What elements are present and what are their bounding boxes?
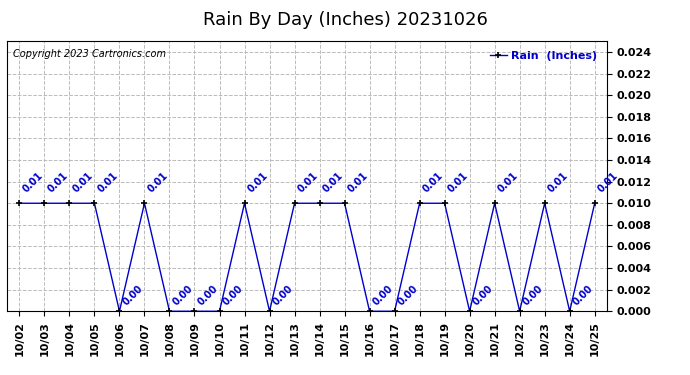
Rain  (Inches) [266, 309, 274, 314]
Legend: Rain  (Inches): Rain (Inches) [486, 47, 602, 66]
Text: 0.01: 0.01 [146, 170, 170, 194]
Rain  (Inches) [140, 201, 148, 206]
Text: 0.00: 0.00 [196, 283, 220, 307]
Text: 0.00: 0.00 [396, 283, 420, 307]
Rain  (Inches) [115, 309, 124, 314]
Text: 0.01: 0.01 [21, 170, 45, 194]
Text: 0.00: 0.00 [270, 283, 295, 307]
Text: Rain By Day (Inches) 20231026: Rain By Day (Inches) 20231026 [203, 11, 487, 29]
Text: 0.00: 0.00 [221, 283, 245, 307]
Rain  (Inches) [190, 309, 199, 314]
Text: 0.01: 0.01 [246, 170, 270, 194]
Rain  (Inches) [340, 201, 348, 206]
Text: 0.00: 0.00 [471, 283, 495, 307]
Rain  (Inches) [315, 201, 324, 206]
Rain  (Inches) [391, 309, 399, 314]
Rain  (Inches) [466, 309, 474, 314]
Rain  (Inches) [566, 309, 574, 314]
Rain  (Inches) [66, 201, 74, 206]
Text: 0.01: 0.01 [46, 170, 70, 194]
Text: 0.01: 0.01 [596, 170, 620, 194]
Rain  (Inches) [415, 201, 424, 206]
Text: 0.01: 0.01 [296, 170, 320, 194]
Text: 0.01: 0.01 [496, 170, 520, 194]
Text: 0.00: 0.00 [521, 283, 545, 307]
Text: Copyright 2023 Cartronics.com: Copyright 2023 Cartronics.com [13, 50, 166, 59]
Rain  (Inches) [366, 309, 374, 314]
Text: 0.01: 0.01 [446, 170, 470, 194]
Rain  (Inches) [440, 201, 449, 206]
Rain  (Inches) [215, 309, 224, 314]
Rain  (Inches) [591, 201, 599, 206]
Rain  (Inches) [491, 201, 499, 206]
Text: 0.00: 0.00 [571, 283, 595, 307]
Rain  (Inches) [240, 201, 248, 206]
Line: Rain  (Inches): Rain (Inches) [16, 200, 598, 315]
Text: 0.01: 0.01 [346, 170, 370, 194]
Rain  (Inches) [540, 201, 549, 206]
Text: 0.00: 0.00 [371, 283, 395, 307]
Rain  (Inches) [15, 201, 23, 206]
Rain  (Inches) [515, 309, 524, 314]
Rain  (Inches) [290, 201, 299, 206]
Text: 0.01: 0.01 [321, 170, 345, 194]
Rain  (Inches) [40, 201, 48, 206]
Rain  (Inches) [166, 309, 174, 314]
Text: 0.01: 0.01 [546, 170, 570, 194]
Rain  (Inches) [90, 201, 99, 206]
Text: 0.01: 0.01 [70, 170, 95, 194]
Text: 0.00: 0.00 [170, 283, 195, 307]
Text: 0.00: 0.00 [121, 283, 145, 307]
Text: 0.01: 0.01 [421, 170, 445, 194]
Text: 0.01: 0.01 [96, 170, 120, 194]
